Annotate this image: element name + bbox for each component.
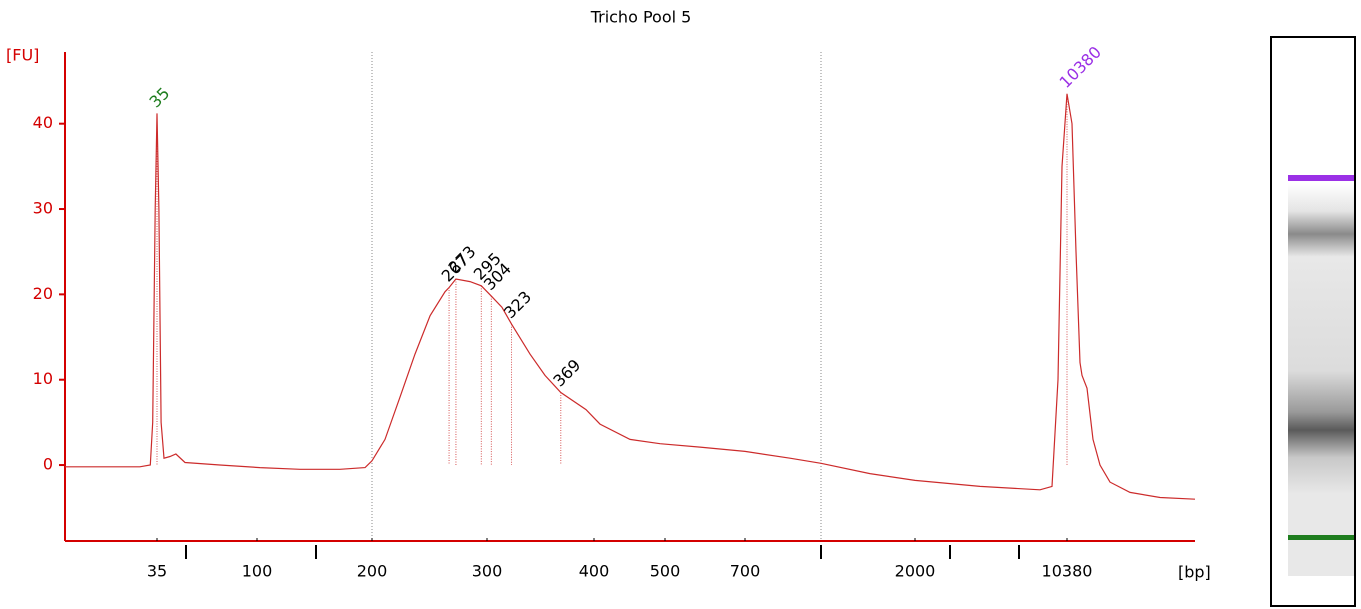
x-tick-label: 200	[357, 562, 388, 581]
x-tick-label: 10380	[1042, 562, 1093, 581]
peak-label: 35	[146, 84, 174, 112]
chart-title: Tricho Pool 5	[590, 8, 692, 27]
x-axis-title: [bp]	[1178, 563, 1211, 582]
y-tick-label: 10	[33, 369, 53, 388]
x-tick-label: 2000	[895, 562, 936, 581]
y-tick-label: 20	[33, 284, 53, 303]
y-axis-title: [FU]	[6, 46, 39, 65]
x-tick-label: 35	[147, 562, 167, 581]
gel-smear	[1288, 120, 1354, 576]
gel-upper-marker	[1288, 175, 1354, 181]
x-tick-label: 400	[579, 562, 610, 581]
y-tick-label: 0	[43, 455, 53, 474]
y-tick-label: 40	[33, 113, 53, 132]
x-tick-label: 100	[242, 562, 273, 581]
peak-label: 10380	[1056, 42, 1105, 91]
x-tick-label: 500	[650, 562, 681, 581]
y-tick-label: 30	[33, 199, 53, 218]
x-tick-label: 700	[730, 562, 761, 581]
gel-lower-marker	[1288, 535, 1354, 540]
trace	[65, 93, 1196, 500]
peak-label: 323	[500, 287, 535, 322]
gel-lane	[1270, 36, 1356, 607]
x-tick-label: 300	[472, 562, 503, 581]
